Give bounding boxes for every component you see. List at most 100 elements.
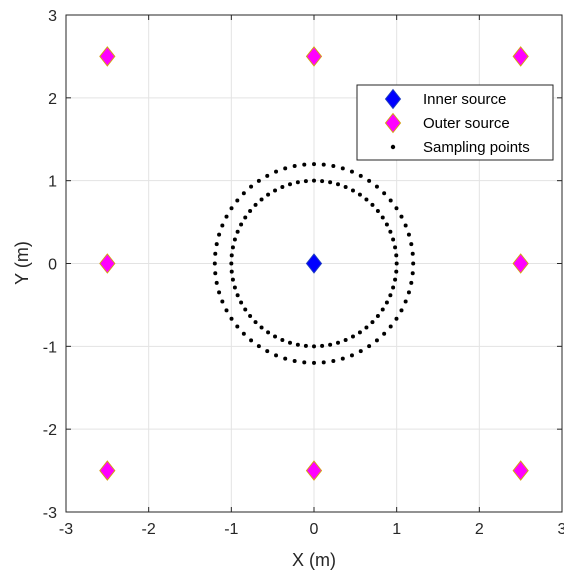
sampling-point bbox=[350, 334, 355, 339]
sampling-point bbox=[411, 261, 416, 266]
inner-source-marker bbox=[305, 253, 323, 274]
sampling-point bbox=[388, 293, 393, 298]
sampling-point bbox=[340, 356, 345, 361]
sampling-point bbox=[391, 285, 396, 290]
y-tick-label: 1 bbox=[48, 174, 57, 191]
sampling-point bbox=[249, 184, 254, 189]
sampling-point bbox=[232, 285, 237, 290]
sampling-point bbox=[388, 324, 393, 329]
sampling-point bbox=[399, 214, 404, 219]
sampling-point bbox=[283, 356, 288, 361]
sampling-point bbox=[288, 182, 293, 187]
y-tick-label: 0 bbox=[48, 257, 57, 274]
outer-source-marker bbox=[305, 460, 323, 481]
sampling-point bbox=[235, 229, 240, 234]
sampling-point bbox=[235, 293, 240, 298]
y-tick-label: -3 bbox=[43, 505, 57, 522]
sampling-point bbox=[239, 300, 244, 305]
sampling-point bbox=[394, 269, 399, 274]
sampling-point bbox=[243, 307, 248, 312]
sampling-point bbox=[217, 290, 222, 295]
sampling-point bbox=[349, 169, 354, 174]
sampling-point bbox=[213, 251, 218, 256]
x-tick-label: 0 bbox=[310, 521, 319, 538]
sampling-point bbox=[303, 343, 308, 348]
x-tick-label: 1 bbox=[392, 521, 401, 538]
outer-source-marker bbox=[512, 460, 529, 481]
tick-labels: -3 -2 -1 0 1 2 3 -3 -2 -1 0 1 2 3 bbox=[43, 8, 564, 538]
sampling-point bbox=[328, 342, 333, 347]
sampling-point bbox=[230, 277, 235, 282]
sampling-point bbox=[259, 197, 264, 202]
sampling-point bbox=[364, 197, 369, 202]
y-tick-label: 3 bbox=[48, 8, 57, 25]
sampling-point bbox=[321, 360, 326, 365]
outer-source-marker bbox=[99, 460, 116, 481]
sampling-point bbox=[370, 202, 375, 207]
sampling-point bbox=[406, 290, 411, 295]
legend-inner-source-label: Inner source bbox=[423, 91, 506, 108]
sampling-point bbox=[256, 178, 261, 183]
sampling-point bbox=[331, 164, 336, 169]
x-tick-label: 3 bbox=[558, 521, 564, 538]
sampling-point bbox=[335, 182, 340, 187]
sampling-point bbox=[410, 271, 415, 276]
sampling-point bbox=[380, 307, 385, 312]
sampling-point bbox=[302, 360, 307, 365]
sampling-point bbox=[388, 198, 393, 203]
sampling-point bbox=[253, 320, 258, 325]
sampling-point bbox=[358, 173, 363, 178]
sampling-point bbox=[248, 208, 253, 213]
outer-source-marker bbox=[305, 46, 323, 67]
sampling-point bbox=[229, 261, 234, 266]
sampling-point bbox=[302, 162, 307, 167]
sampling-point bbox=[229, 206, 234, 211]
sampling-point bbox=[388, 229, 393, 234]
sampling-point bbox=[393, 277, 398, 282]
sampling-point bbox=[248, 314, 253, 319]
sampling-point bbox=[273, 188, 278, 193]
sampling-point bbox=[350, 188, 355, 193]
sampling-point bbox=[403, 299, 408, 304]
sampling-point bbox=[340, 166, 345, 171]
sampling-point bbox=[394, 206, 399, 211]
legend-inner-source-marker bbox=[384, 88, 402, 110]
sampling-point bbox=[256, 344, 261, 349]
sampling-point bbox=[288, 340, 293, 345]
sampling-point bbox=[265, 349, 270, 354]
sampling-point bbox=[374, 338, 379, 343]
sampling-point bbox=[259, 325, 264, 330]
sampling-point bbox=[235, 324, 240, 329]
sampling-point bbox=[217, 232, 222, 237]
sampling-point bbox=[312, 344, 316, 349]
sampling-point bbox=[224, 214, 229, 219]
legend-outer-source-label: Outer source bbox=[423, 115, 510, 132]
sampling-point bbox=[370, 320, 375, 325]
sampling-point bbox=[358, 349, 363, 354]
x-axis-label: X (m) bbox=[292, 550, 336, 570]
y-tick-label: -2 bbox=[43, 422, 57, 439]
sampling-point bbox=[321, 162, 326, 167]
sampling-point bbox=[391, 237, 396, 242]
sampling-point bbox=[274, 353, 279, 358]
sampling-point bbox=[349, 353, 354, 358]
x-tick-label: -1 bbox=[224, 521, 238, 538]
sampling-point bbox=[328, 180, 333, 185]
sampling-point bbox=[320, 343, 325, 348]
sampling-point bbox=[335, 340, 340, 345]
y-axis-label: Y (m) bbox=[12, 241, 32, 285]
x-tick-label: 2 bbox=[475, 521, 484, 538]
ticks bbox=[65, 14, 563, 513]
sampling-point bbox=[266, 330, 271, 335]
sampling-point bbox=[295, 180, 300, 185]
sampling-point bbox=[384, 222, 389, 227]
sampling-point bbox=[380, 215, 385, 220]
y-tick-label: 2 bbox=[48, 91, 57, 108]
sampling-point bbox=[280, 338, 285, 343]
sampling-point bbox=[232, 237, 237, 242]
sampling-point bbox=[312, 178, 316, 183]
sampling-point bbox=[331, 358, 336, 363]
sampling-point bbox=[384, 300, 389, 305]
sampling-point bbox=[393, 245, 398, 250]
sampling-point bbox=[410, 251, 415, 256]
